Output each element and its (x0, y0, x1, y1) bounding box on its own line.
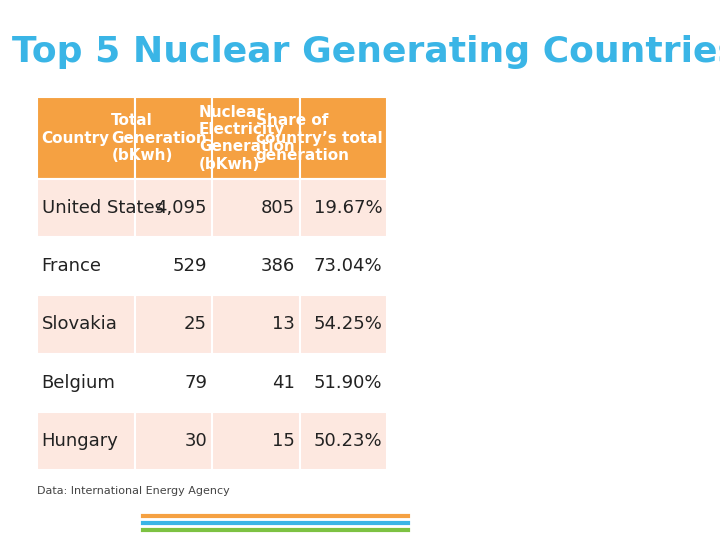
Bar (37, 97, 135, 179)
Bar (300, 179, 387, 237)
Bar (212, 354, 300, 411)
Text: Data: International Energy Agency: Data: International Energy Agency (37, 486, 230, 496)
Bar (212, 179, 300, 237)
Bar (300, 295, 387, 354)
Text: 4,095: 4,095 (156, 199, 207, 217)
Text: United States: United States (42, 199, 163, 217)
Text: 79: 79 (184, 374, 207, 391)
Text: 54.25%: 54.25% (313, 315, 382, 334)
Bar (37, 354, 135, 411)
Bar (37, 237, 135, 295)
Text: Slovakia: Slovakia (42, 315, 117, 334)
Text: Belgium: Belgium (42, 374, 115, 391)
Text: Hungary: Hungary (42, 432, 119, 450)
Text: 529: 529 (173, 258, 207, 275)
Bar (37, 295, 135, 354)
Text: Top 5 Nuclear Generating Countries, 2016: Top 5 Nuclear Generating Countries, 2016 (12, 35, 720, 69)
Bar (212, 237, 300, 295)
Bar (135, 295, 212, 354)
Text: 15: 15 (271, 432, 294, 450)
Bar (300, 411, 387, 470)
Bar (135, 97, 212, 179)
Text: France: France (42, 258, 102, 275)
Bar (135, 411, 212, 470)
Text: 73.04%: 73.04% (314, 258, 382, 275)
Text: 30: 30 (184, 432, 207, 450)
Bar (37, 179, 135, 237)
Bar (37, 411, 135, 470)
Bar (300, 97, 387, 179)
Text: 41: 41 (271, 374, 294, 391)
Bar (135, 354, 212, 411)
Bar (212, 97, 300, 179)
Bar (300, 354, 387, 411)
Text: 19.67%: 19.67% (314, 199, 382, 217)
Bar (135, 179, 212, 237)
Bar (300, 237, 387, 295)
Bar (212, 411, 300, 470)
Text: 805: 805 (261, 199, 294, 217)
Text: Nuclear
Electricity
Generation
(bKwh): Nuclear Electricity Generation (bKwh) (199, 105, 294, 172)
Text: 25: 25 (184, 315, 207, 334)
Text: 13: 13 (271, 315, 294, 334)
Bar (135, 237, 212, 295)
Text: Total
Generation
(bKwh): Total Generation (bKwh) (112, 113, 207, 163)
Text: 51.90%: 51.90% (314, 374, 382, 391)
Text: Share of
country’s total
generation: Share of country’s total generation (256, 113, 382, 163)
Text: Country: Country (42, 131, 109, 146)
Bar (212, 295, 300, 354)
Text: 386: 386 (261, 258, 294, 275)
Text: 50.23%: 50.23% (314, 432, 382, 450)
